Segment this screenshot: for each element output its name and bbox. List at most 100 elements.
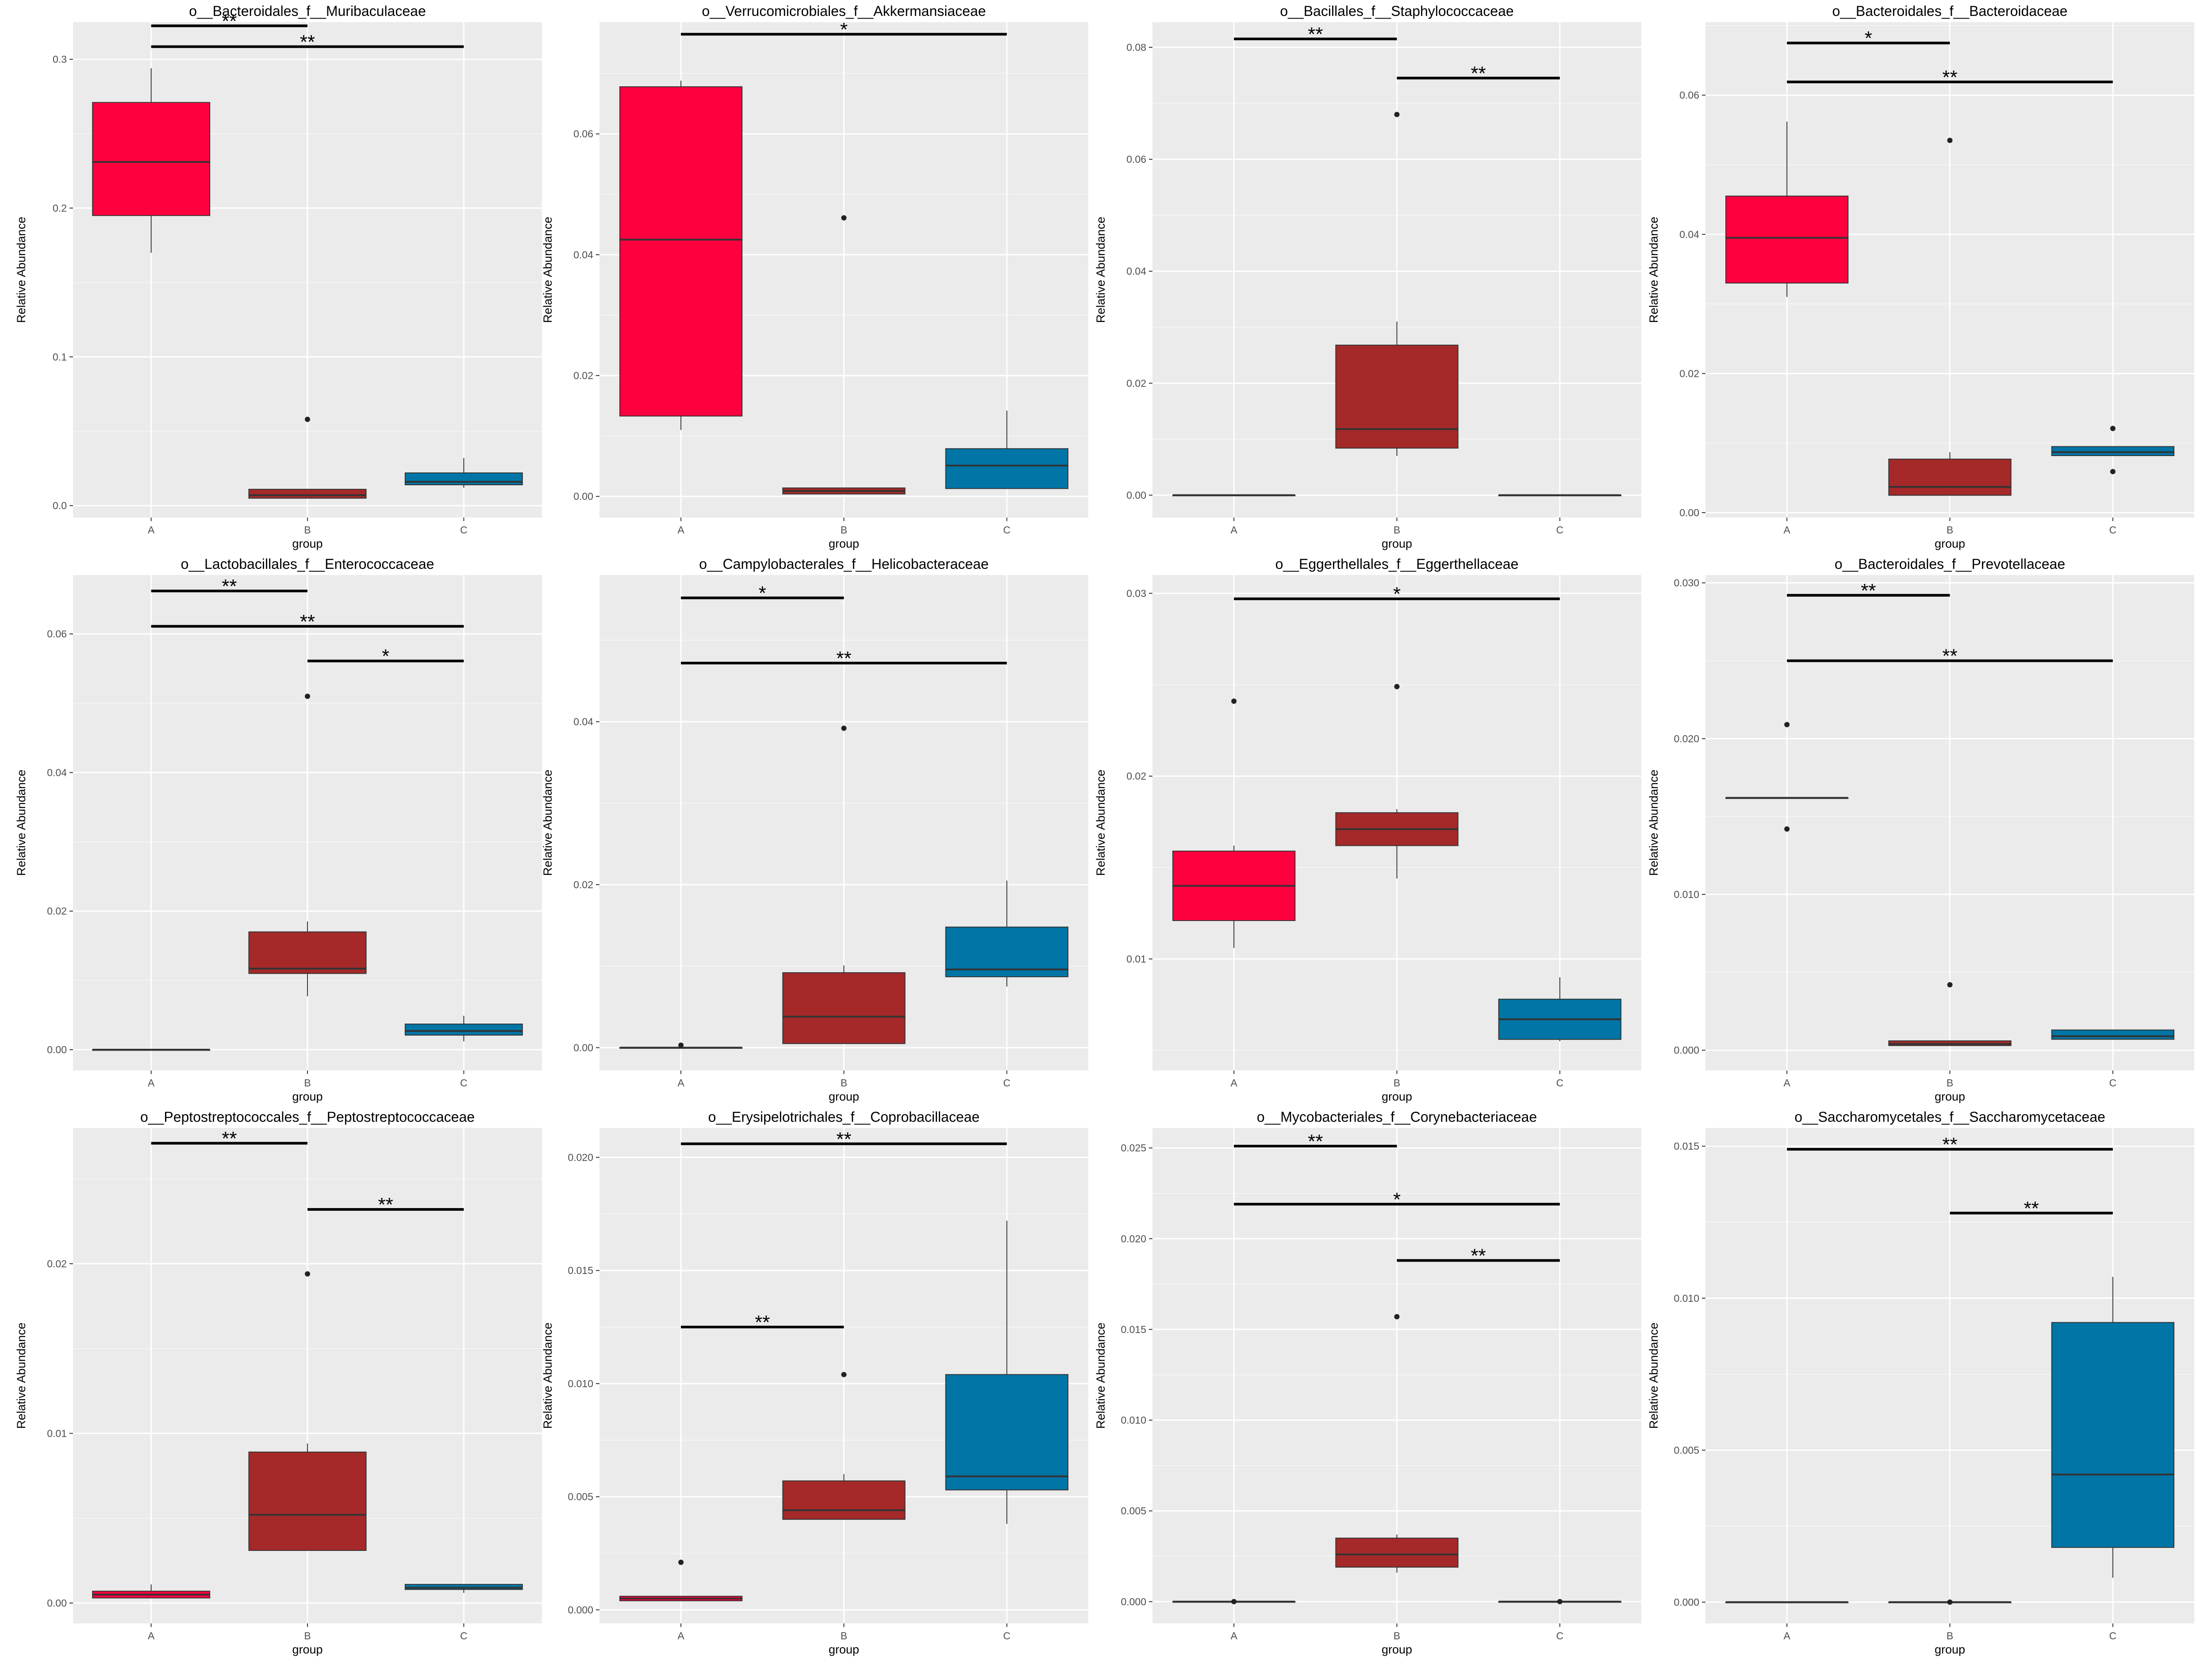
significance-label: ** bbox=[300, 611, 315, 633]
y-tick-label: 0.00 bbox=[47, 1597, 67, 1609]
x-tick-label: A bbox=[1783, 1630, 1790, 1642]
panel-title: o__Saccharomycetales_f__Saccharomycetace… bbox=[1794, 1109, 2105, 1125]
x-tick-label: C bbox=[1003, 524, 1011, 536]
y-tick-label: 0.030 bbox=[1674, 577, 1699, 589]
y-tick-label: 0.04 bbox=[47, 767, 67, 778]
x-tick-label: C bbox=[1556, 524, 1564, 536]
y-tick-label: 0.02 bbox=[47, 905, 67, 917]
significance-label: ** bbox=[222, 1128, 237, 1150]
significance-label: ** bbox=[300, 31, 315, 53]
outlier-point bbox=[678, 1559, 684, 1565]
outlier-point bbox=[1947, 1599, 1953, 1605]
x-axis-label: group bbox=[1935, 537, 1965, 550]
y-tick-label: 0.04 bbox=[573, 249, 593, 261]
panel-title: o__Lactobacillales_f__Enterococcaceae bbox=[181, 556, 434, 572]
y-tick-label: 0.000 bbox=[568, 1604, 593, 1615]
y-tick-label: 0.000 bbox=[1121, 1596, 1146, 1607]
y-axis-label: Relative Abundance bbox=[1094, 217, 1107, 323]
x-tick-label: B bbox=[1947, 1077, 1953, 1089]
panel-title: o__Bacteroidales_f__Prevotellaceae bbox=[1835, 556, 2065, 572]
box-B bbox=[1335, 1538, 1459, 1568]
y-tick-label: 0.005 bbox=[1121, 1505, 1146, 1517]
y-tick-label: 0.02 bbox=[573, 879, 593, 890]
y-tick-label: 0.06 bbox=[47, 628, 67, 640]
y-tick-label: 0.015 bbox=[568, 1265, 593, 1276]
y-tick-label: 0.00 bbox=[47, 1044, 67, 1055]
panel-title: o__Mycobacteriales_f__Corynebacteriaceae bbox=[1257, 1109, 1537, 1125]
x-tick-label: C bbox=[460, 1630, 468, 1642]
x-tick-label: A bbox=[1230, 1077, 1237, 1089]
y-tick-label: 0.010 bbox=[1674, 1293, 1699, 1304]
y-tick-label: 0.06 bbox=[1126, 153, 1146, 165]
box-B bbox=[1335, 345, 1459, 449]
box-B bbox=[782, 972, 906, 1044]
significance-label: ** bbox=[1942, 645, 1957, 667]
y-tick-label: 0.00 bbox=[573, 491, 593, 502]
box-B bbox=[1888, 458, 2012, 496]
box-C bbox=[2051, 1322, 2174, 1548]
significance-label: ** bbox=[755, 1312, 770, 1333]
significance-label: * bbox=[840, 19, 848, 40]
y-tick-label: 0.020 bbox=[1674, 733, 1699, 744]
y-tick-label: 0.005 bbox=[1674, 1444, 1699, 1456]
panel-8: 0.000 0.010 0.020 0.030 A B C ** ** o__Bacteroida… bbox=[1647, 556, 2194, 1103]
panel-title: o__Bacillales_f__Staphylococcaceae bbox=[1280, 3, 1513, 19]
box-B bbox=[248, 489, 367, 499]
outlier-point bbox=[841, 215, 847, 221]
x-tick-label: A bbox=[677, 1077, 684, 1089]
y-tick-label: 0.010 bbox=[1121, 1415, 1146, 1426]
x-tick-label: C bbox=[2109, 1630, 2117, 1642]
significance-label: ** bbox=[1471, 63, 1486, 84]
panel-3: 0.00 0.02 0.04 0.06 0.08 A B C ** ** o__Bacillales… bbox=[1094, 3, 1641, 550]
outlier-point bbox=[2110, 426, 2116, 431]
significance-label: * bbox=[1393, 583, 1401, 605]
x-tick-label: C bbox=[2109, 1077, 2117, 1089]
y-tick-label: 0.04 bbox=[1679, 229, 1699, 240]
y-tick-label: 0.025 bbox=[1121, 1142, 1146, 1154]
y-tick-label: 0.005 bbox=[568, 1491, 593, 1503]
outlier-point bbox=[2110, 469, 2116, 475]
panel-title: o__Eggerthellales_f__Eggerthellaceae bbox=[1275, 556, 1519, 572]
panel-title: o__Bacteroidales_f__Bacteroidaceae bbox=[1832, 3, 2068, 19]
y-tick-label: 0.01 bbox=[1126, 953, 1146, 965]
x-tick-label: B bbox=[1394, 524, 1400, 536]
panel-title: o__Erysipelotrichales_f__Coprobacillacea… bbox=[708, 1109, 980, 1125]
box-C bbox=[2051, 446, 2174, 456]
x-tick-label: B bbox=[304, 1630, 311, 1642]
significance-label: ** bbox=[1308, 23, 1323, 45]
panel-title: o__Peptostreptococcales_f__Peptostreptoc… bbox=[140, 1109, 475, 1125]
y-tick-label: 0.02 bbox=[1126, 771, 1146, 782]
y-axis-label: Relative Abundance bbox=[1647, 217, 1660, 323]
box-B bbox=[782, 1480, 906, 1520]
y-tick-label: 0.08 bbox=[1126, 42, 1146, 53]
x-tick-label: A bbox=[1230, 1630, 1237, 1642]
significance-label: ** bbox=[836, 648, 851, 669]
outlier-point bbox=[1557, 1599, 1563, 1604]
significance-label: ** bbox=[222, 10, 237, 32]
significance-label: ** bbox=[2024, 1197, 2039, 1219]
x-tick-label: B bbox=[1947, 524, 1953, 536]
x-tick-label: C bbox=[460, 524, 468, 536]
panel-4: 0.000.020.040.06A B C***o__Bacteroidales_f… bbox=[1647, 3, 2194, 550]
panel-10: 0.000 0.005 0.010 0.015 0.020 A B C ** ** o__Erysi… bbox=[541, 1109, 1088, 1656]
x-axis-label: group bbox=[292, 537, 323, 550]
x-tick-label: B bbox=[841, 524, 847, 536]
y-tick-label: 0.020 bbox=[1121, 1233, 1146, 1244]
outlier-point bbox=[305, 1271, 310, 1277]
y-tick-label: 0.04 bbox=[573, 716, 593, 728]
outlier-point bbox=[1394, 684, 1400, 690]
significance-label: ** bbox=[1471, 1245, 1486, 1266]
x-tick-label: A bbox=[148, 1630, 155, 1642]
significance-label: ** bbox=[378, 1194, 393, 1216]
significance-label: * bbox=[759, 583, 766, 604]
x-tick-label: C bbox=[2109, 524, 2117, 536]
significance-label: * bbox=[1393, 1189, 1401, 1210]
panel-5: 0.000.020.040.06A B C*****o__Lactobacillal… bbox=[15, 556, 542, 1103]
x-tick-label: C bbox=[1556, 1077, 1564, 1089]
x-tick-label: A bbox=[677, 1630, 684, 1642]
outlier-point bbox=[1394, 1314, 1400, 1320]
outlier-point bbox=[1394, 111, 1400, 117]
y-axis-label: Relative Abundance bbox=[541, 217, 554, 323]
